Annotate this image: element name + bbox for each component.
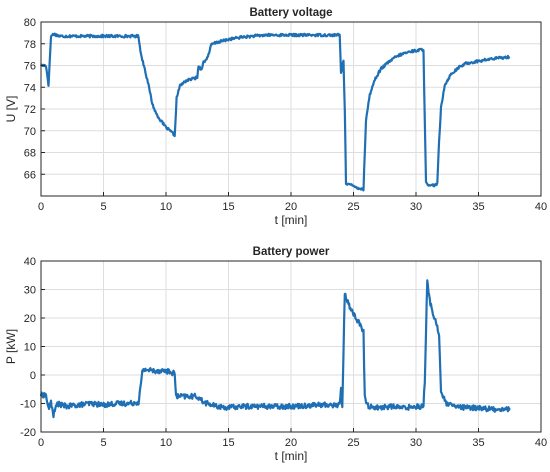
x-tick-label: 35 — [472, 437, 484, 449]
series-line — [39, 32, 511, 192]
y-tick-label: 78 — [24, 39, 36, 51]
x-tick-label: 40 — [535, 201, 547, 213]
y-tick-label: 20 — [24, 313, 36, 325]
voltage-chart: 0 5 10 15 20 25 30 35 40 66 68 70 72 74 76 78 80 Battery … — [4, 7, 547, 227]
x-tick-label: 25 — [347, 437, 359, 449]
x-tick-label: 0 — [38, 201, 44, 213]
x-tick-label: 35 — [472, 201, 484, 213]
chart-title: Battery power — [253, 246, 330, 258]
x-tick-label: 10 — [160, 201, 172, 213]
y-tick-label: 80 — [24, 17, 36, 29]
y-tick-label: 68 — [24, 148, 36, 160]
chart-title: Battery voltage — [249, 7, 332, 19]
y-tick-label: -20 — [20, 427, 36, 439]
y-tick-label: 40 — [24, 256, 36, 268]
y-tick-label: 76 — [24, 61, 36, 73]
x-axis-label: t [min] — [275, 213, 308, 227]
y-tick-label: 72 — [24, 104, 36, 116]
y-tick-label: 0 — [30, 370, 36, 382]
x-tick-label: 15 — [222, 437, 234, 449]
x-tick-label: 0 — [38, 437, 44, 449]
power-chart: 0 5 10 15 20 25 30 35 40 -20 -10 0 10 20 30 40 Battery p… — [4, 246, 547, 463]
x-tick-label: 20 — [285, 437, 297, 449]
x-axis-label: t [min] — [275, 449, 308, 463]
y-tick-label: -10 — [20, 399, 36, 411]
x-tick-label: 40 — [535, 437, 547, 449]
y-axis-label: U [V] — [4, 96, 18, 123]
series-line — [39, 279, 511, 419]
x-tick-label: 5 — [100, 437, 106, 449]
y-tick-label: 70 — [24, 126, 36, 138]
x-tick-label: 30 — [410, 437, 422, 449]
x-tick-label: 10 — [160, 437, 172, 449]
x-tick-label: 25 — [347, 201, 359, 213]
x-tick-label: 30 — [410, 201, 422, 213]
y-axis-label: P [kW] — [4, 329, 18, 364]
y-tick-label: 74 — [24, 82, 36, 94]
x-tick-label: 15 — [222, 201, 234, 213]
y-tick-label: 10 — [24, 342, 36, 354]
x-tick-label: 20 — [285, 201, 297, 213]
y-tick-label: 66 — [24, 169, 36, 181]
x-tick-label: 5 — [100, 201, 106, 213]
y-tick-label: 30 — [24, 285, 36, 297]
